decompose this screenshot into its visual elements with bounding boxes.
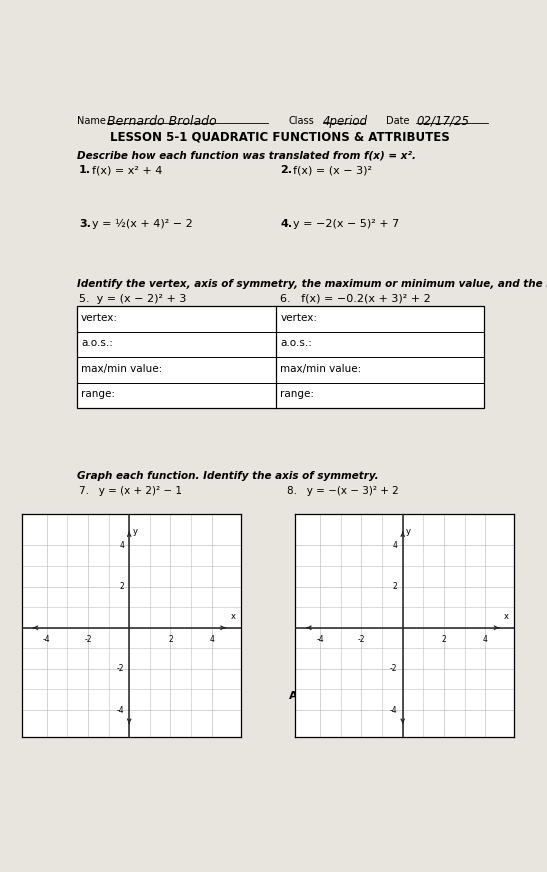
Text: a.o.s.:: a.o.s.:: [81, 338, 113, 348]
Text: 4.: 4.: [280, 219, 293, 228]
Text: Describe how each function was translated from f(x) = x².: Describe how each function was translate…: [77, 150, 416, 160]
Text: LESSON 5-1 QUADRATIC FUNCTIONS & ATTRIBUTES: LESSON 5-1 QUADRATIC FUNCTIONS & ATTRIBU…: [110, 130, 450, 143]
Text: vertex:: vertex:: [81, 313, 118, 323]
Text: Identify the vertex, axis of symmetry, the maximum or minimum value, and the ran: Identify the vertex, axis of symmetry, t…: [77, 279, 547, 290]
Text: 2.: 2.: [280, 165, 292, 175]
Text: Class: Class: [289, 116, 315, 126]
Text: 4period: 4period: [323, 115, 368, 127]
Text: y = −2(x − 5)² + 7: y = −2(x − 5)² + 7: [293, 219, 399, 228]
Text: Graph each function. Identify the axis of symmetry.: Graph each function. Identify the axis o…: [77, 471, 379, 480]
Text: 2: 2: [441, 635, 446, 644]
Text: 7.   y = (x + 2)² − 1: 7. y = (x + 2)² − 1: [79, 486, 182, 496]
Text: 4: 4: [483, 635, 488, 644]
Text: -4: -4: [390, 705, 398, 714]
FancyBboxPatch shape: [77, 306, 484, 408]
Text: y: y: [406, 527, 411, 535]
Text: 2: 2: [393, 582, 398, 591]
Text: x: x: [230, 611, 235, 621]
Text: Date: Date: [386, 116, 410, 126]
Text: x: x: [504, 611, 509, 621]
Text: range:: range:: [280, 389, 315, 399]
Text: 4: 4: [210, 635, 214, 644]
Text: y = ½(x + 4)² − 2: y = ½(x + 4)² − 2: [92, 219, 193, 228]
Text: AOS:: AOS:: [77, 691, 107, 701]
Text: 1.: 1.: [79, 165, 91, 175]
Text: -4: -4: [316, 635, 324, 644]
Text: Name: Name: [77, 116, 106, 126]
Text: a.o.s.:: a.o.s.:: [280, 338, 312, 348]
Text: 6.   f(x) = −0.2(x + 3)² + 2: 6. f(x) = −0.2(x + 3)² + 2: [280, 294, 431, 304]
Text: 3.: 3.: [79, 219, 91, 228]
Text: -2: -2: [84, 635, 92, 644]
Text: f(x) = (x − 3)²: f(x) = (x − 3)²: [293, 165, 372, 175]
Text: 5.  y = (x − 2)² + 3: 5. y = (x − 2)² + 3: [79, 294, 187, 304]
Text: range:: range:: [81, 389, 115, 399]
Text: -2: -2: [390, 664, 398, 673]
Text: 4: 4: [119, 541, 124, 550]
Text: 2: 2: [119, 582, 124, 591]
Text: 4: 4: [393, 541, 398, 550]
Text: -4: -4: [43, 635, 50, 644]
Text: 02/17/25: 02/17/25: [416, 115, 469, 127]
Text: -2: -2: [358, 635, 365, 644]
Text: vertex:: vertex:: [280, 313, 317, 323]
Text: f(x) = x² + 4: f(x) = x² + 4: [92, 165, 162, 175]
Text: y: y: [132, 527, 137, 535]
Text: -2: -2: [117, 664, 124, 673]
Text: AOS:: AOS:: [289, 691, 319, 701]
Text: -4: -4: [117, 705, 124, 714]
Text: Bernardo Brolado: Bernardo Brolado: [107, 115, 216, 127]
Text: 2: 2: [168, 635, 173, 644]
Text: max/min value:: max/min value:: [280, 364, 362, 374]
Text: max/min value:: max/min value:: [81, 364, 162, 374]
Text: 8.   y = −(x − 3)² + 2: 8. y = −(x − 3)² + 2: [287, 486, 398, 496]
